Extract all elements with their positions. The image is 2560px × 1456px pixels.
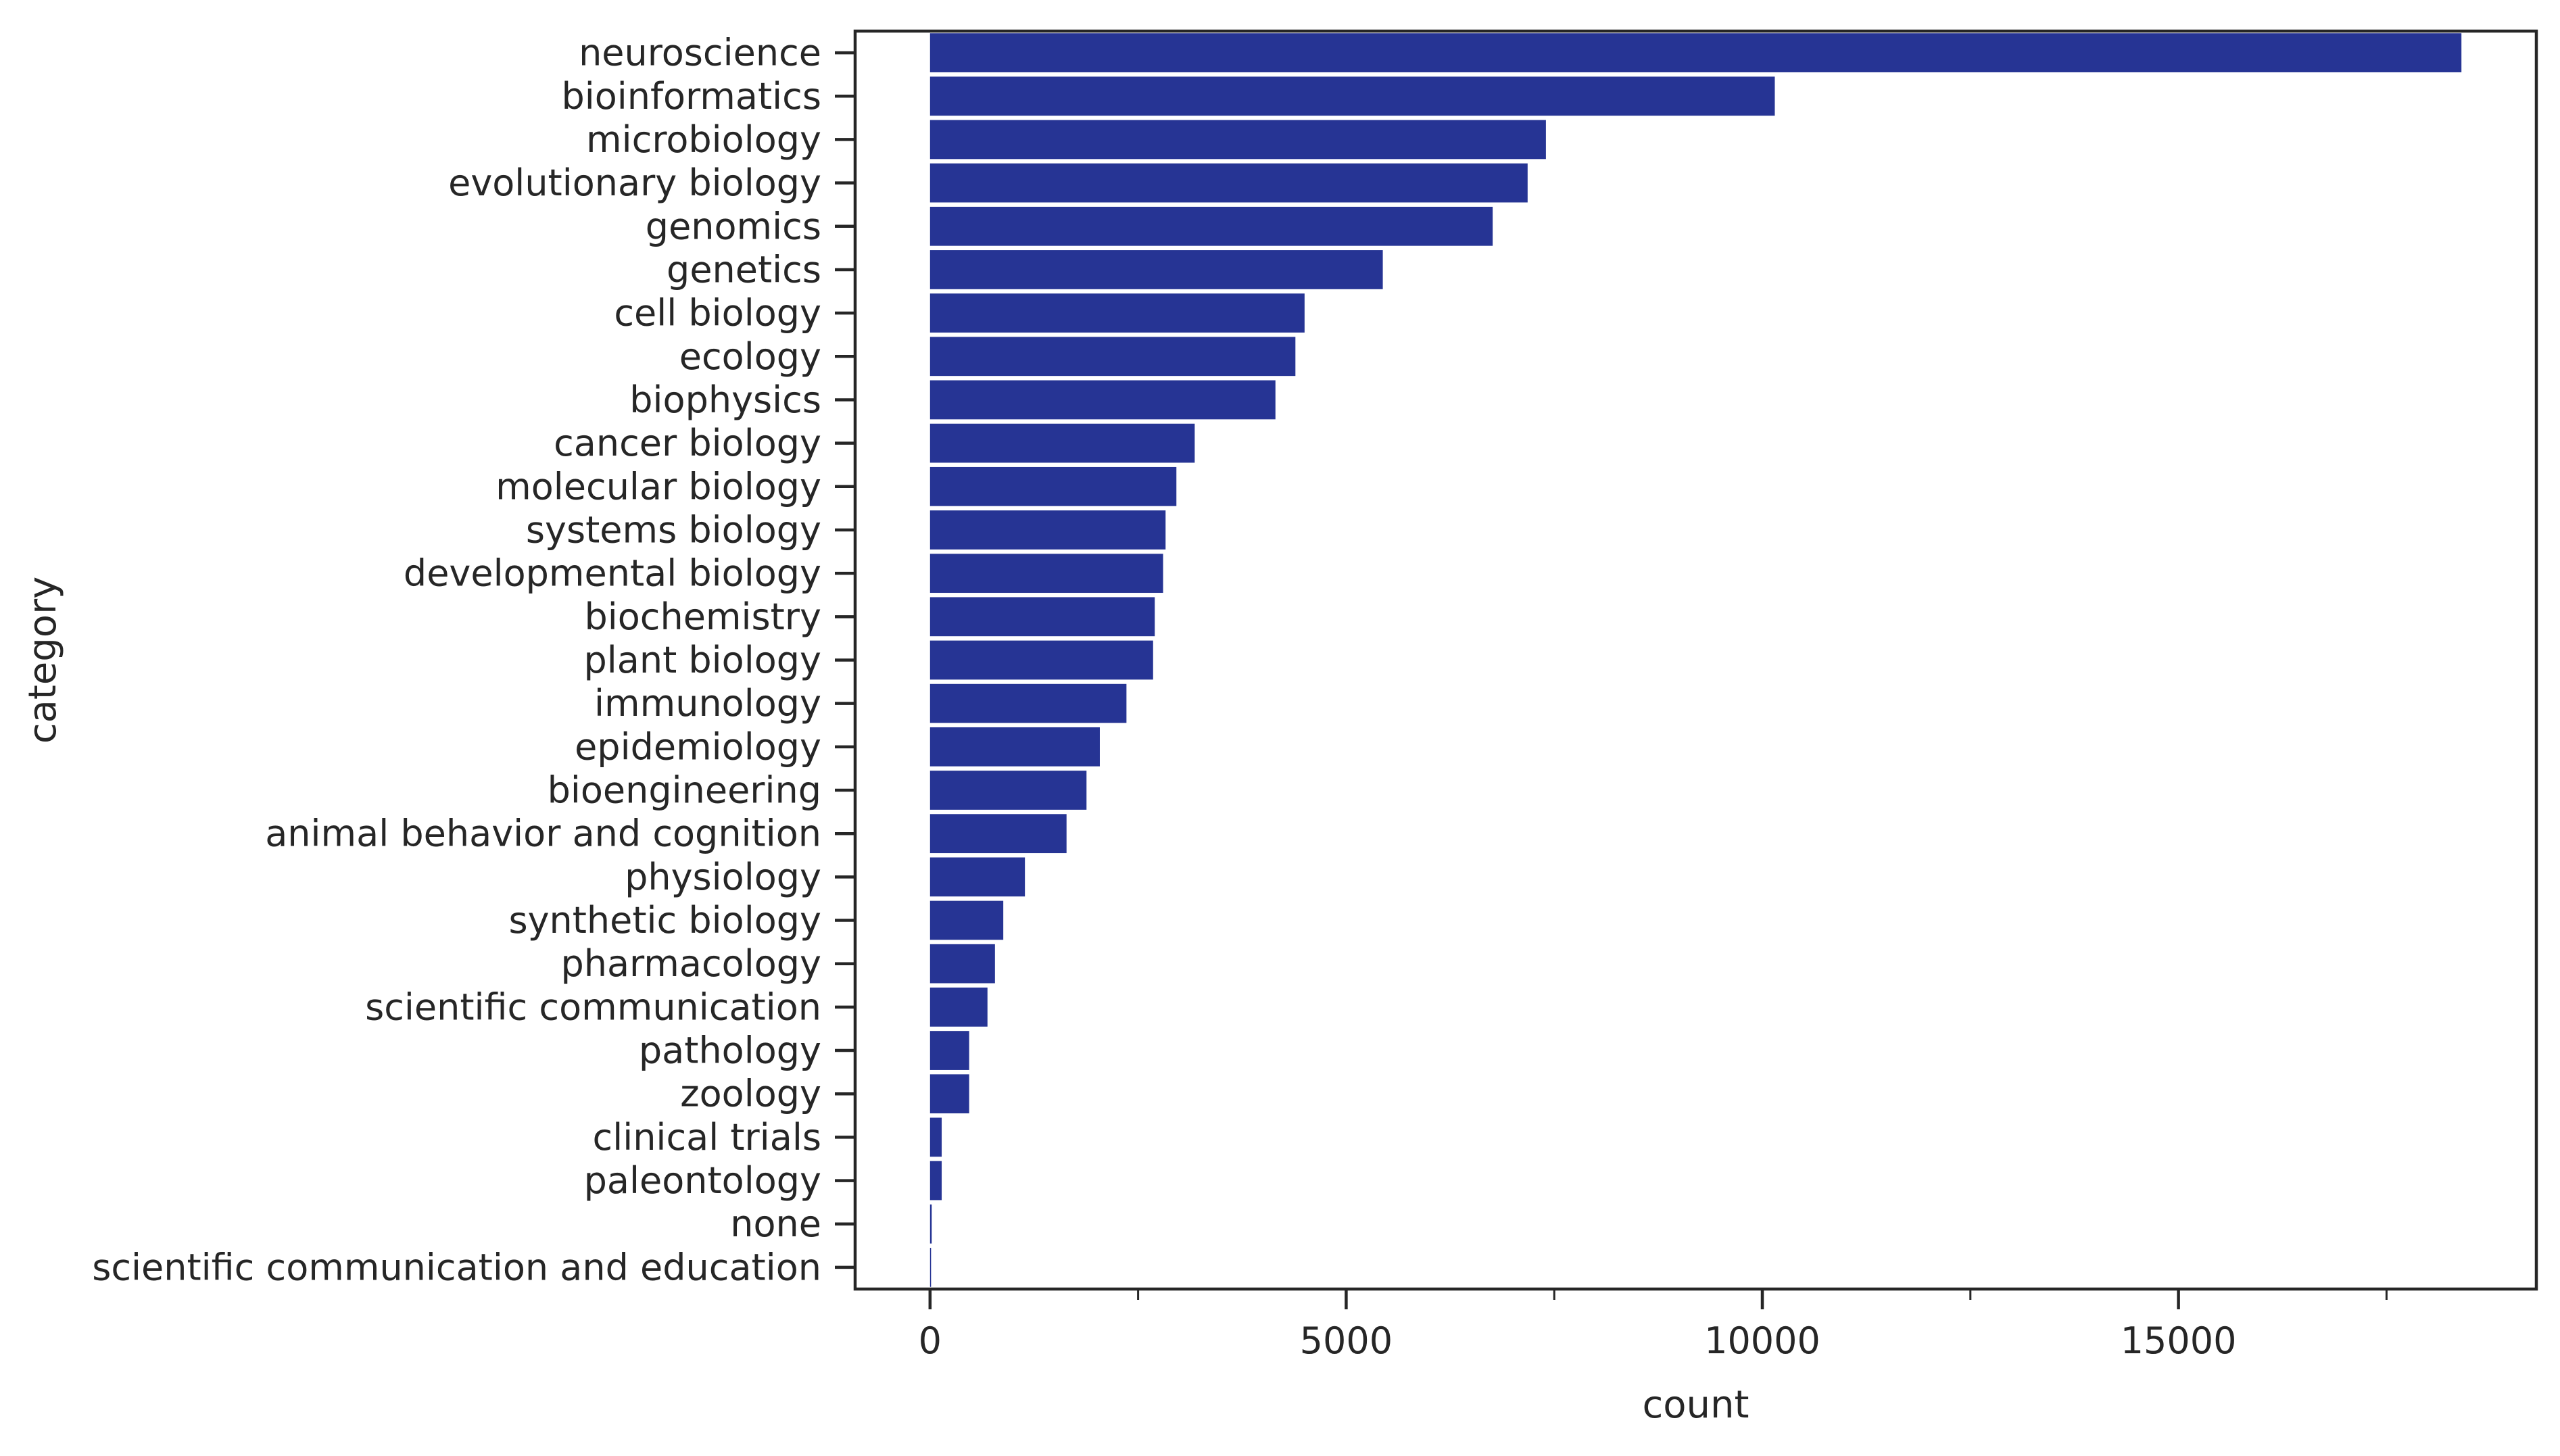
bar [929, 554, 1163, 593]
y-tick-label: scientific communication [365, 986, 821, 1028]
y-tick-label: scientific communication and education [92, 1246, 821, 1288]
x-tick-label: 10000 [1704, 1319, 1820, 1362]
bar [929, 944, 995, 984]
bar [929, 1031, 969, 1070]
y-tick-label: none [730, 1203, 821, 1245]
y-tick-label: pathology [639, 1029, 821, 1072]
y-tick-label: physiology [625, 856, 821, 898]
x-tick-label: 15000 [2121, 1319, 2237, 1362]
y-tick-label: molecular biology [496, 465, 821, 508]
y-axis-label: category [21, 577, 65, 744]
y-tick-label: genomics [646, 205, 821, 247]
bar [929, 683, 1127, 723]
bar [929, 163, 1528, 203]
bar [929, 510, 1166, 550]
bar [929, 1204, 932, 1244]
bar [929, 1248, 932, 1287]
y-tick-label: cancer biology [554, 422, 821, 464]
y-tick-label: developmental biology [404, 552, 821, 595]
y-tick-label: biophysics [629, 379, 821, 421]
bar [929, 380, 1276, 420]
bar [929, 640, 1153, 680]
bar [929, 857, 1025, 897]
y-tick-label: microbiology [586, 118, 821, 161]
y-tick-label: bioengineering [548, 769, 821, 812]
y-tick-label: pharmacology [560, 942, 821, 985]
axes-layer: neurosciencebioinformaticsmicrobiologyev… [92, 29, 2538, 1362]
y-tick-label: bioinformatics [561, 75, 821, 118]
y-tick-label: clinical trials [593, 1116, 821, 1159]
x-tick-label: 0 [919, 1319, 942, 1362]
bar [929, 293, 1305, 333]
x-axis-label: count [1643, 1383, 1749, 1427]
bar [929, 1117, 942, 1157]
y-tick-label: epidemiology [575, 725, 821, 768]
bar [929, 250, 1383, 289]
y-tick-label: ecology [679, 335, 821, 378]
y-tick-label: cell biology [614, 292, 821, 335]
y-tick-label: immunology [594, 682, 821, 725]
y-tick-label: systems biology [526, 508, 821, 551]
bar [929, 814, 1067, 854]
y-tick-label: paleontology [584, 1159, 821, 1202]
y-tick-label: synthetic biology [508, 899, 821, 942]
bar [929, 337, 1296, 377]
bar [929, 1161, 942, 1200]
bar [929, 120, 1546, 160]
bar [929, 76, 1775, 116]
bar [929, 466, 1177, 506]
y-tick-label: zoology [680, 1073, 821, 1115]
bar [929, 988, 988, 1027]
bar [929, 206, 1493, 246]
bar [929, 33, 2462, 72]
y-tick-label: genetics [667, 248, 821, 291]
y-tick-label: plant biology [583, 639, 821, 681]
y-tick-label: biochemistry [584, 596, 821, 638]
x-tick-label: 5000 [1300, 1319, 1393, 1362]
bar [929, 597, 1155, 637]
bar [929, 1074, 969, 1114]
bars-layer [929, 33, 2462, 1287]
bar [929, 423, 1195, 463]
bar [929, 727, 1100, 767]
bar [929, 771, 1087, 810]
bar [929, 900, 1004, 940]
y-tick-label: neuroscience [579, 32, 821, 74]
y-tick-label: evolutionary biology [448, 162, 821, 204]
y-tick-label: animal behavior and cognition [265, 812, 821, 855]
